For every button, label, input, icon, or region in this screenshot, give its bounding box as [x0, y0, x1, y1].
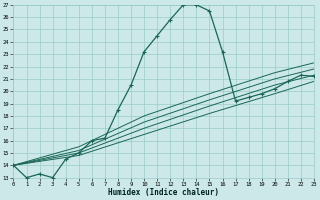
X-axis label: Humidex (Indice chaleur): Humidex (Indice chaleur) [108, 188, 219, 197]
